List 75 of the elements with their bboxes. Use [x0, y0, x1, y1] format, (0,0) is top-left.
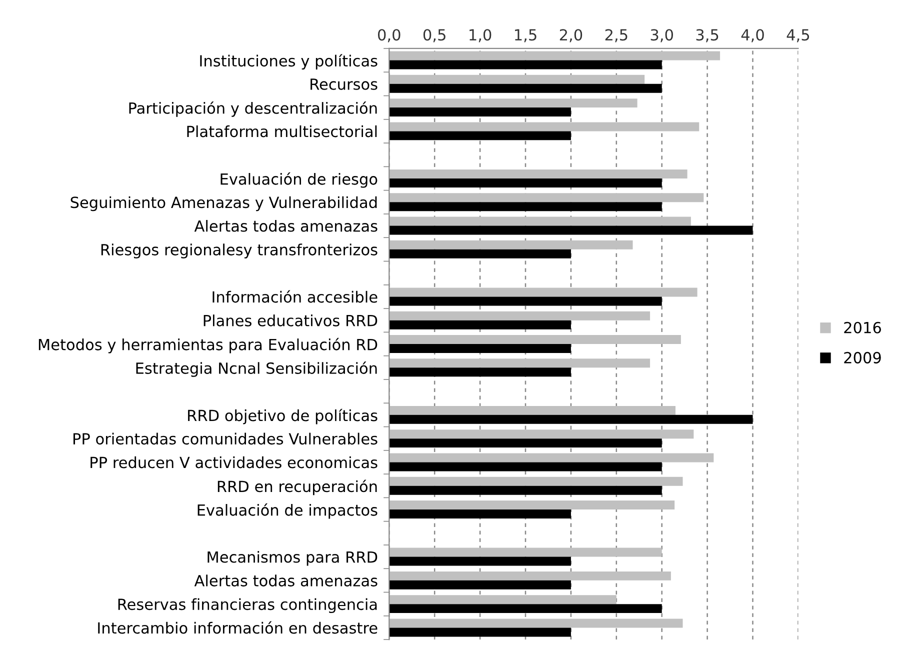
bar — [389, 344, 571, 353]
bar — [389, 193, 704, 202]
x-tick-label: 0,5 — [423, 29, 446, 42]
bar — [389, 108, 571, 117]
bar — [389, 249, 571, 258]
y-tick-label: Seguimiento Amenazas y Vulnerabilidad — [70, 196, 377, 212]
x-tick-label: 4,0 — [741, 29, 764, 42]
x-tick-label: 2,5 — [605, 29, 628, 42]
y-tick-label: Plataforma multisectorial — [187, 125, 377, 138]
bar — [389, 571, 671, 580]
x-tick-label: 1,5 — [515, 29, 536, 42]
bar — [389, 170, 688, 178]
bar — [389, 580, 571, 590]
bar — [389, 240, 633, 250]
bar — [389, 500, 675, 510]
y-tick-label: Intercambio información en desastre — [98, 621, 378, 634]
y-tick-label: Reservas financieras contingencia — [118, 598, 377, 614]
legend-label: 2009 — [844, 352, 881, 364]
bar — [389, 74, 645, 84]
x-tick-label: 3,5 — [696, 29, 718, 42]
bar — [389, 406, 676, 415]
bar — [389, 462, 662, 472]
y-tick-label: Planes educativos RRD — [204, 314, 378, 326]
bar — [389, 122, 700, 132]
bar — [389, 453, 714, 462]
bar — [389, 178, 662, 188]
bar — [389, 510, 571, 518]
legend-label: 2016 — [844, 322, 881, 334]
y-tick-label: RRD en recuperación — [218, 480, 377, 496]
y-tick-label: Estrategia Ncnal Sensibilización — [136, 362, 377, 377]
y-tick-label: PP orientadas comunidades Vulnerables — [73, 432, 378, 445]
bar — [389, 556, 571, 566]
bar — [389, 476, 683, 486]
y-tick-label: Recursos — [310, 78, 378, 90]
y-tick-label: Mecanismos para RRD — [208, 550, 378, 566]
bar — [389, 604, 662, 614]
bar — [389, 618, 683, 628]
bar — [389, 358, 650, 368]
y-tick-label: Evaluación de impactos — [198, 503, 378, 519]
y-tick-label: RRD objetivo de políticas — [188, 408, 378, 424]
bar — [389, 430, 694, 439]
bar — [389, 202, 662, 212]
bar — [389, 60, 662, 70]
bar — [389, 438, 662, 448]
bar — [389, 311, 650, 320]
y-tick-label: Participación y descentralización — [129, 101, 377, 117]
y-tick-label: Alertas todas amenazas — [194, 574, 378, 586]
bar — [389, 51, 720, 60]
x-tick-label: 0,0 — [378, 29, 400, 42]
y-tick-label: Alertas todas amenazas — [194, 220, 378, 232]
x-tick-label: 1,0 — [470, 29, 492, 42]
bar — [389, 288, 698, 297]
bar — [389, 595, 616, 604]
y-tick-label: Evaluación de riesgo — [220, 172, 378, 188]
bar — [389, 486, 662, 495]
y-tick-label: Instituciones y políticas — [200, 54, 378, 70]
bar — [389, 296, 662, 306]
bar — [389, 320, 571, 330]
y-tick-label: PP reducen V actividades economicas — [90, 456, 378, 468]
y-tick-label: Riesgos regionalesy transfronterizos — [101, 244, 378, 258]
x-tick-label: 2,0 — [560, 29, 582, 42]
bar — [389, 216, 691, 226]
bar — [389, 131, 571, 140]
bar — [389, 414, 753, 424]
bar — [389, 368, 571, 377]
bar — [389, 98, 638, 108]
bar — [389, 84, 662, 93]
y-tick-label: Información accesible — [212, 290, 378, 303]
bar — [389, 226, 753, 235]
bar — [389, 335, 681, 344]
bar — [389, 628, 571, 637]
y-tick-label: Metodos y herramientas para Evaluación RD — [38, 338, 378, 354]
x-tick-label: 4,5 — [786, 29, 810, 42]
bar — [389, 548, 662, 557]
x-tick-label: 3,0 — [650, 29, 673, 42]
